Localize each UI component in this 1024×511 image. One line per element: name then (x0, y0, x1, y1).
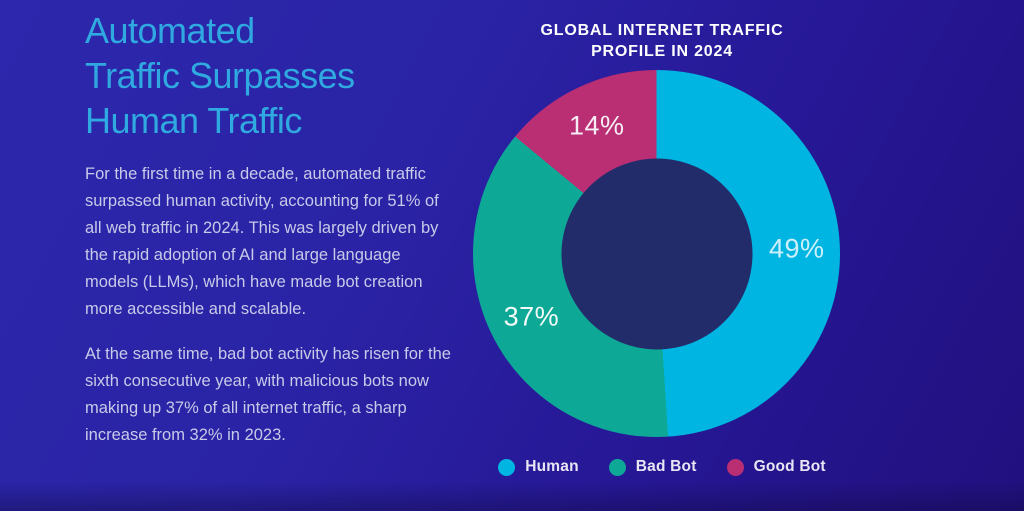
page-title-line-1: Automated (85, 10, 255, 51)
legend-swatch-bad-bot-icon (608, 458, 626, 476)
slice-label-bad-bot: 37% (503, 301, 560, 332)
paragraph-automated-traffic: For the first time in a decade, automate… (85, 165, 439, 318)
donut-chart: 49% 37% 14% (473, 70, 840, 437)
legend-item-human: Human (498, 458, 579, 476)
donut-hole (561, 158, 752, 349)
legend-label: Good Bot (753, 458, 826, 475)
intro-panel: Automated Traffic Surpasses Human Traffi… (85, 8, 457, 467)
chart-title-line-2: PROFILE IN 2024 (591, 43, 733, 60)
intro-text: For the first time in a decade, automate… (85, 161, 457, 449)
chart-legend: Human Bad Bot Good Bot (450, 458, 874, 476)
chart-title: GLOBAL INTERNET TRAFFIC PROFILE IN 2024 (450, 20, 874, 62)
legend-swatch-human-icon (498, 458, 516, 476)
slice-label-human: 49% (769, 233, 825, 264)
legend-swatch-good-bot-icon (726, 458, 744, 476)
page-title-line-2: Traffic Surpasses (85, 55, 355, 96)
page-title-line-3: Human Traffic (85, 100, 302, 141)
chart-title-line-1: GLOBAL INTERNET TRAFFIC (540, 22, 784, 39)
legend-label: Bad Bot (635, 458, 697, 475)
paragraph-bad-bot-rise: At the same time, bad bot activity has r… (85, 345, 451, 444)
chart-panel: GLOBAL INTERNET TRAFFIC PROFILE IN 2024 … (450, 0, 874, 511)
page-title: Automated Traffic Surpasses Human Traffi… (85, 8, 457, 143)
legend-item-bad-bot: Bad Bot (608, 458, 697, 476)
legend-label: Human (525, 458, 579, 475)
slice-label-good-bot: 14% (568, 110, 625, 141)
legend-item-good-bot: Good Bot (726, 458, 826, 476)
